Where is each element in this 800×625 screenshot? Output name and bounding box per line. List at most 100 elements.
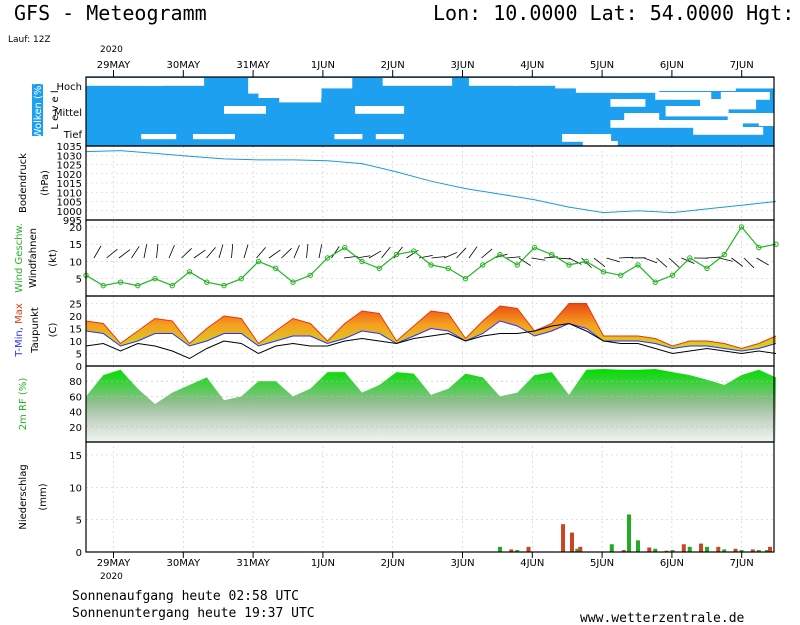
precip-bar-rain: [515, 550, 520, 552]
precip-bar-convective: [578, 546, 583, 552]
precip-tick: 15: [69, 451, 82, 462]
pressure-tick: 1035: [57, 142, 82, 153]
date-axes: 29MAY 29MAY 30MAY 30MAY 31MAY 31MAY 1JUN 1JUN 2J…: [97, 60, 754, 569]
precip-bar-rain: [575, 548, 580, 552]
cloud-clear-patch: [582, 141, 618, 149]
precip-ylabel: Niederschlag: [18, 464, 29, 529]
cloud-ylabel-text: Wolken (%): [33, 82, 44, 139]
wind-barb: [93, 245, 102, 259]
wind-barb: [668, 257, 680, 268]
temp-tick: 15: [69, 325, 82, 336]
cloud-clear-patch: [665, 106, 729, 117]
wind-speed-point: [497, 251, 503, 258]
tmax-label: Max: [14, 303, 25, 324]
wind-barb: [143, 244, 148, 259]
pressure-tick: 1025: [57, 161, 82, 172]
tmin-label: T-Min,: [14, 324, 25, 358]
cloud-clear-patch: [713, 78, 770, 89]
precip-bar-convective: [750, 549, 755, 552]
wind-barb: [756, 257, 769, 266]
wind-barb: [581, 257, 592, 269]
wind-speed-point: [600, 269, 607, 275]
cloud-clear-patch: [148, 78, 205, 86]
wind-speed-point: [687, 255, 693, 261]
wind-barb: [206, 247, 216, 259]
panel-frames: [85, 76, 775, 553]
wind-speed-point: [342, 244, 348, 251]
temp-tick: 0: [76, 362, 82, 373]
cloud-clear-patch: [555, 78, 626, 89]
rh-ylabel: 2m RF (%): [18, 378, 29, 431]
wind-barb: [518, 257, 531, 267]
pressure-tick: 1010: [57, 188, 82, 199]
temp-ylabel: T-Min, Max: [14, 303, 25, 358]
wind-barb: [106, 248, 118, 259]
date-label-bottom: 3JUN: [450, 558, 474, 569]
wind-speed-point: [583, 258, 589, 265]
cloud-clear-patch: [720, 92, 770, 100]
cloud-clear-patch: [334, 134, 363, 140]
wind-speed-point: [359, 258, 365, 265]
precip-bar-rain: [756, 550, 761, 552]
wind-speed-point: [428, 262, 434, 268]
rh-tick: 40: [69, 408, 82, 419]
wind-speed-point: [273, 265, 279, 272]
wind-barb: [281, 248, 292, 259]
precip-unit: (mm): [38, 483, 49, 510]
cloud-clear-patch: [606, 78, 663, 89]
precip-tick: 10: [69, 483, 82, 494]
cloud-clear-patch: [279, 92, 322, 103]
wind-speed-point: [635, 262, 641, 268]
wind-speed-point: [117, 279, 124, 285]
precip-bar-rain: [670, 550, 675, 552]
date-label-bottom: 29MAY: [97, 558, 131, 569]
wind-speed-point: [100, 282, 106, 289]
date-label-top: 29MAY: [97, 60, 131, 71]
wind-barb: [718, 257, 733, 262]
pressure-ylabel: Bodendruck: [18, 153, 29, 213]
cloud-clear-patch: [624, 113, 660, 121]
wind-speed-line: [85, 225, 777, 287]
wind-tick: 10: [69, 257, 82, 268]
wind-speed-point: [531, 244, 538, 251]
year-label-bottom: 2020: [100, 572, 123, 582]
wind-barb: [431, 256, 446, 259]
temp-tick: 20: [69, 312, 82, 323]
date-label-top: 7JUN: [730, 60, 754, 71]
wind-barb: [306, 244, 309, 259]
wind-barb: [656, 257, 668, 268]
wind-barb: [618, 256, 634, 259]
cloud-clear-patch: [251, 78, 315, 89]
rh-tick: 80: [69, 377, 82, 388]
website-link[interactable]: www.wetterzentrale.de: [580, 611, 745, 625]
wind-barb: [531, 257, 546, 261]
humidity-panel: 20 40 60 80: [69, 369, 776, 442]
wind-speed-point: [290, 279, 296, 285]
date-label-top: 4JUN: [520, 60, 544, 71]
precip-tick: 0: [76, 548, 82, 559]
precip-bar-convective: [526, 546, 531, 552]
cloud-clear-patch: [562, 134, 612, 142]
precip-bar-convective: [664, 550, 669, 552]
wind-speed-point: [169, 282, 175, 289]
date-label-bottom: 30MAY: [167, 558, 201, 569]
cloud-clear-patch: [617, 85, 660, 93]
wind-speed-point: [462, 276, 469, 282]
rh-tick: 60: [69, 392, 82, 403]
date-label-top: 2JUN: [381, 60, 405, 71]
wind-barb: [268, 249, 281, 259]
cloud-clear-patch: [693, 127, 764, 135]
precip-bar-convective: [699, 543, 704, 552]
cloud-level-2: Tief: [63, 130, 83, 141]
cloud-clear-patch: [224, 106, 266, 114]
year-label-top: 2020: [100, 45, 123, 55]
date-label-bottom: 31MAY: [236, 558, 270, 569]
precip-bar-convective: [681, 544, 686, 552]
temp-unit: (C): [48, 323, 59, 338]
cloud-clear-patch: [192, 134, 235, 140]
cloud-panel: Hoch Mittel Tief: [54, 77, 800, 149]
wind-speed-point: [704, 265, 710, 272]
wind-speed-point: [652, 279, 658, 285]
precip-bar-rain: [498, 546, 502, 552]
